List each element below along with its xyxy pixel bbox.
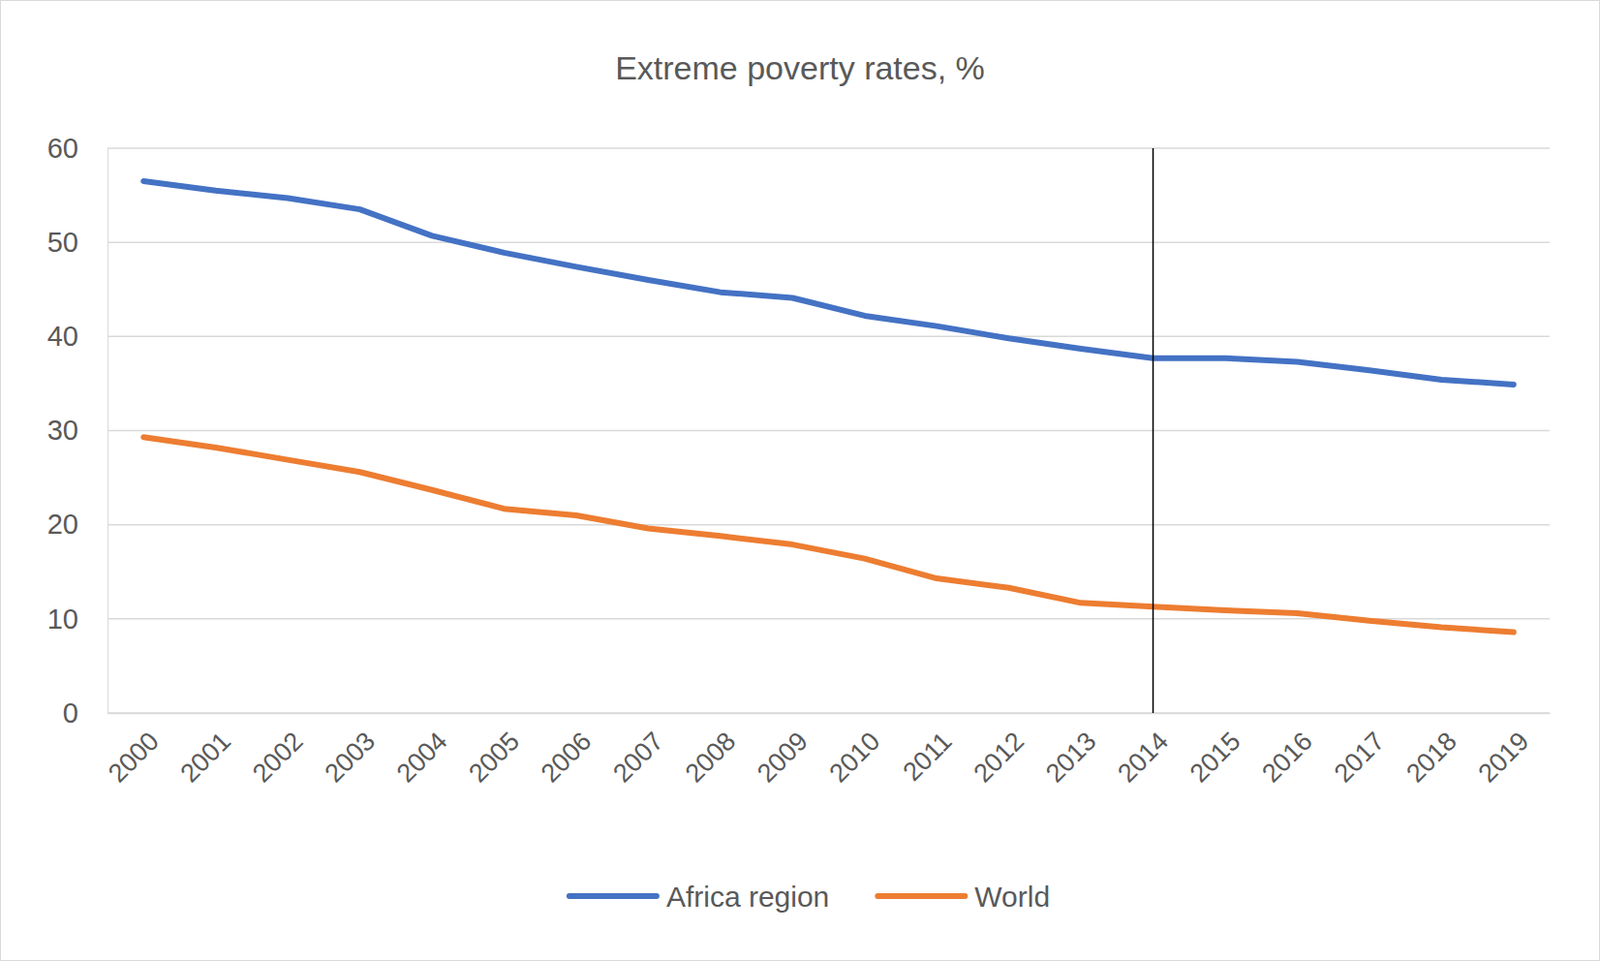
y-axis-line — [107, 149, 109, 714]
plot-lines — [143, 181, 1514, 632]
x-tick-label: 2018 — [1400, 726, 1463, 789]
grid-line — [107, 430, 1550, 432]
x-tick-label: 2002 — [246, 726, 309, 789]
x-tick: 2009 — [751, 712, 814, 789]
y-tick: 20 — [47, 508, 108, 540]
x-tick: 2007 — [607, 712, 670, 789]
x-tick-label: 2006 — [535, 726, 598, 789]
legend: Africa region World — [569, 880, 1050, 913]
x-tick-label: 2010 — [824, 726, 887, 789]
x-tick: 2003 — [318, 712, 381, 789]
grid-line — [107, 711, 1550, 714]
x-tick-label: 2014 — [1111, 726, 1174, 789]
y-tick-label: 0 — [62, 697, 79, 729]
x-tick: 2013 — [1040, 712, 1103, 789]
y-tick-label: 50 — [47, 226, 79, 258]
x-tick-label: 2003 — [318, 726, 381, 789]
y-tick: 60 — [47, 132, 108, 164]
y-tick-label: 20 — [47, 508, 79, 540]
x-tick-label: 2009 — [751, 726, 814, 789]
y-tick-label: 40 — [47, 320, 79, 352]
y-tick: 50 — [47, 226, 108, 258]
x-tick: 2010 — [824, 712, 887, 789]
legend-item: Africa region — [569, 880, 830, 913]
y-tick-label: 60 — [47, 132, 79, 164]
x-tick: 2012 — [967, 712, 1030, 789]
x-tick-label: 2004 — [391, 726, 454, 789]
x-tick-label: 2012 — [967, 726, 1030, 789]
x-tick: 2008 — [679, 712, 742, 789]
x-tick: 2011 — [896, 712, 957, 787]
x-tick: 2015 — [1184, 712, 1247, 789]
x-tick-label: 2015 — [1184, 726, 1247, 789]
x-tick-label: 2017 — [1328, 726, 1391, 789]
x-tick: 2002 — [246, 712, 309, 789]
x-tick: 2001 — [175, 712, 238, 789]
y-tick: 0 — [62, 697, 108, 729]
x-tick: 2005 — [462, 712, 525, 789]
grid-line — [107, 523, 1550, 526]
x-tick: 2019 — [1473, 712, 1536, 789]
x-axis: 2000200120022003200420052006200720082009… — [102, 712, 1550, 789]
x-tick-label: 2019 — [1473, 726, 1536, 789]
y-tick: 30 — [47, 414, 108, 446]
y-axis: 0 10 20 30 40 50 60 — [47, 132, 109, 729]
legend-swatch — [877, 892, 965, 899]
x-tick: 2016 — [1256, 712, 1319, 789]
y-tick: 10 — [47, 603, 108, 635]
series-line — [143, 436, 1514, 632]
series-line — [143, 181, 1514, 385]
legend-swatch — [569, 892, 657, 899]
x-tick: 2000 — [102, 712, 165, 789]
chart-frame — [0, 0, 1600, 961]
legend-label: Africa region — [666, 880, 830, 913]
x-tick: 2018 — [1400, 712, 1463, 789]
x-tick-label: 2011 — [896, 726, 957, 787]
x-tick-label: 2016 — [1256, 726, 1319, 789]
legend-label: World — [974, 880, 1050, 913]
x-tick-label: 2005 — [462, 726, 525, 789]
x-tick: 2014 — [1111, 712, 1174, 789]
reference-line — [1152, 148, 1155, 713]
chart-title: Extreme poverty rates, % — [615, 49, 985, 87]
grid — [107, 148, 1550, 713]
legend-item: World — [877, 880, 1050, 913]
x-tick-label: 2013 — [1040, 726, 1103, 789]
x-tick: 2004 — [391, 712, 454, 789]
y-tick-label: 10 — [47, 603, 79, 635]
y-tick: 40 — [47, 320, 108, 352]
y-tick-label: 30 — [47, 414, 79, 446]
x-tick: 2006 — [535, 712, 598, 789]
x-tick-label: 2001 — [175, 726, 238, 789]
grid-line — [107, 336, 1550, 339]
x-tick-label: 2007 — [607, 726, 670, 789]
x-tick: 2017 — [1328, 712, 1391, 789]
grid-line — [107, 147, 1550, 150]
x-tick-label: 2008 — [679, 726, 742, 789]
x-tick-label: 2000 — [102, 726, 165, 789]
x-axis-line — [108, 712, 1551, 715]
grid-line — [107, 241, 1550, 244]
